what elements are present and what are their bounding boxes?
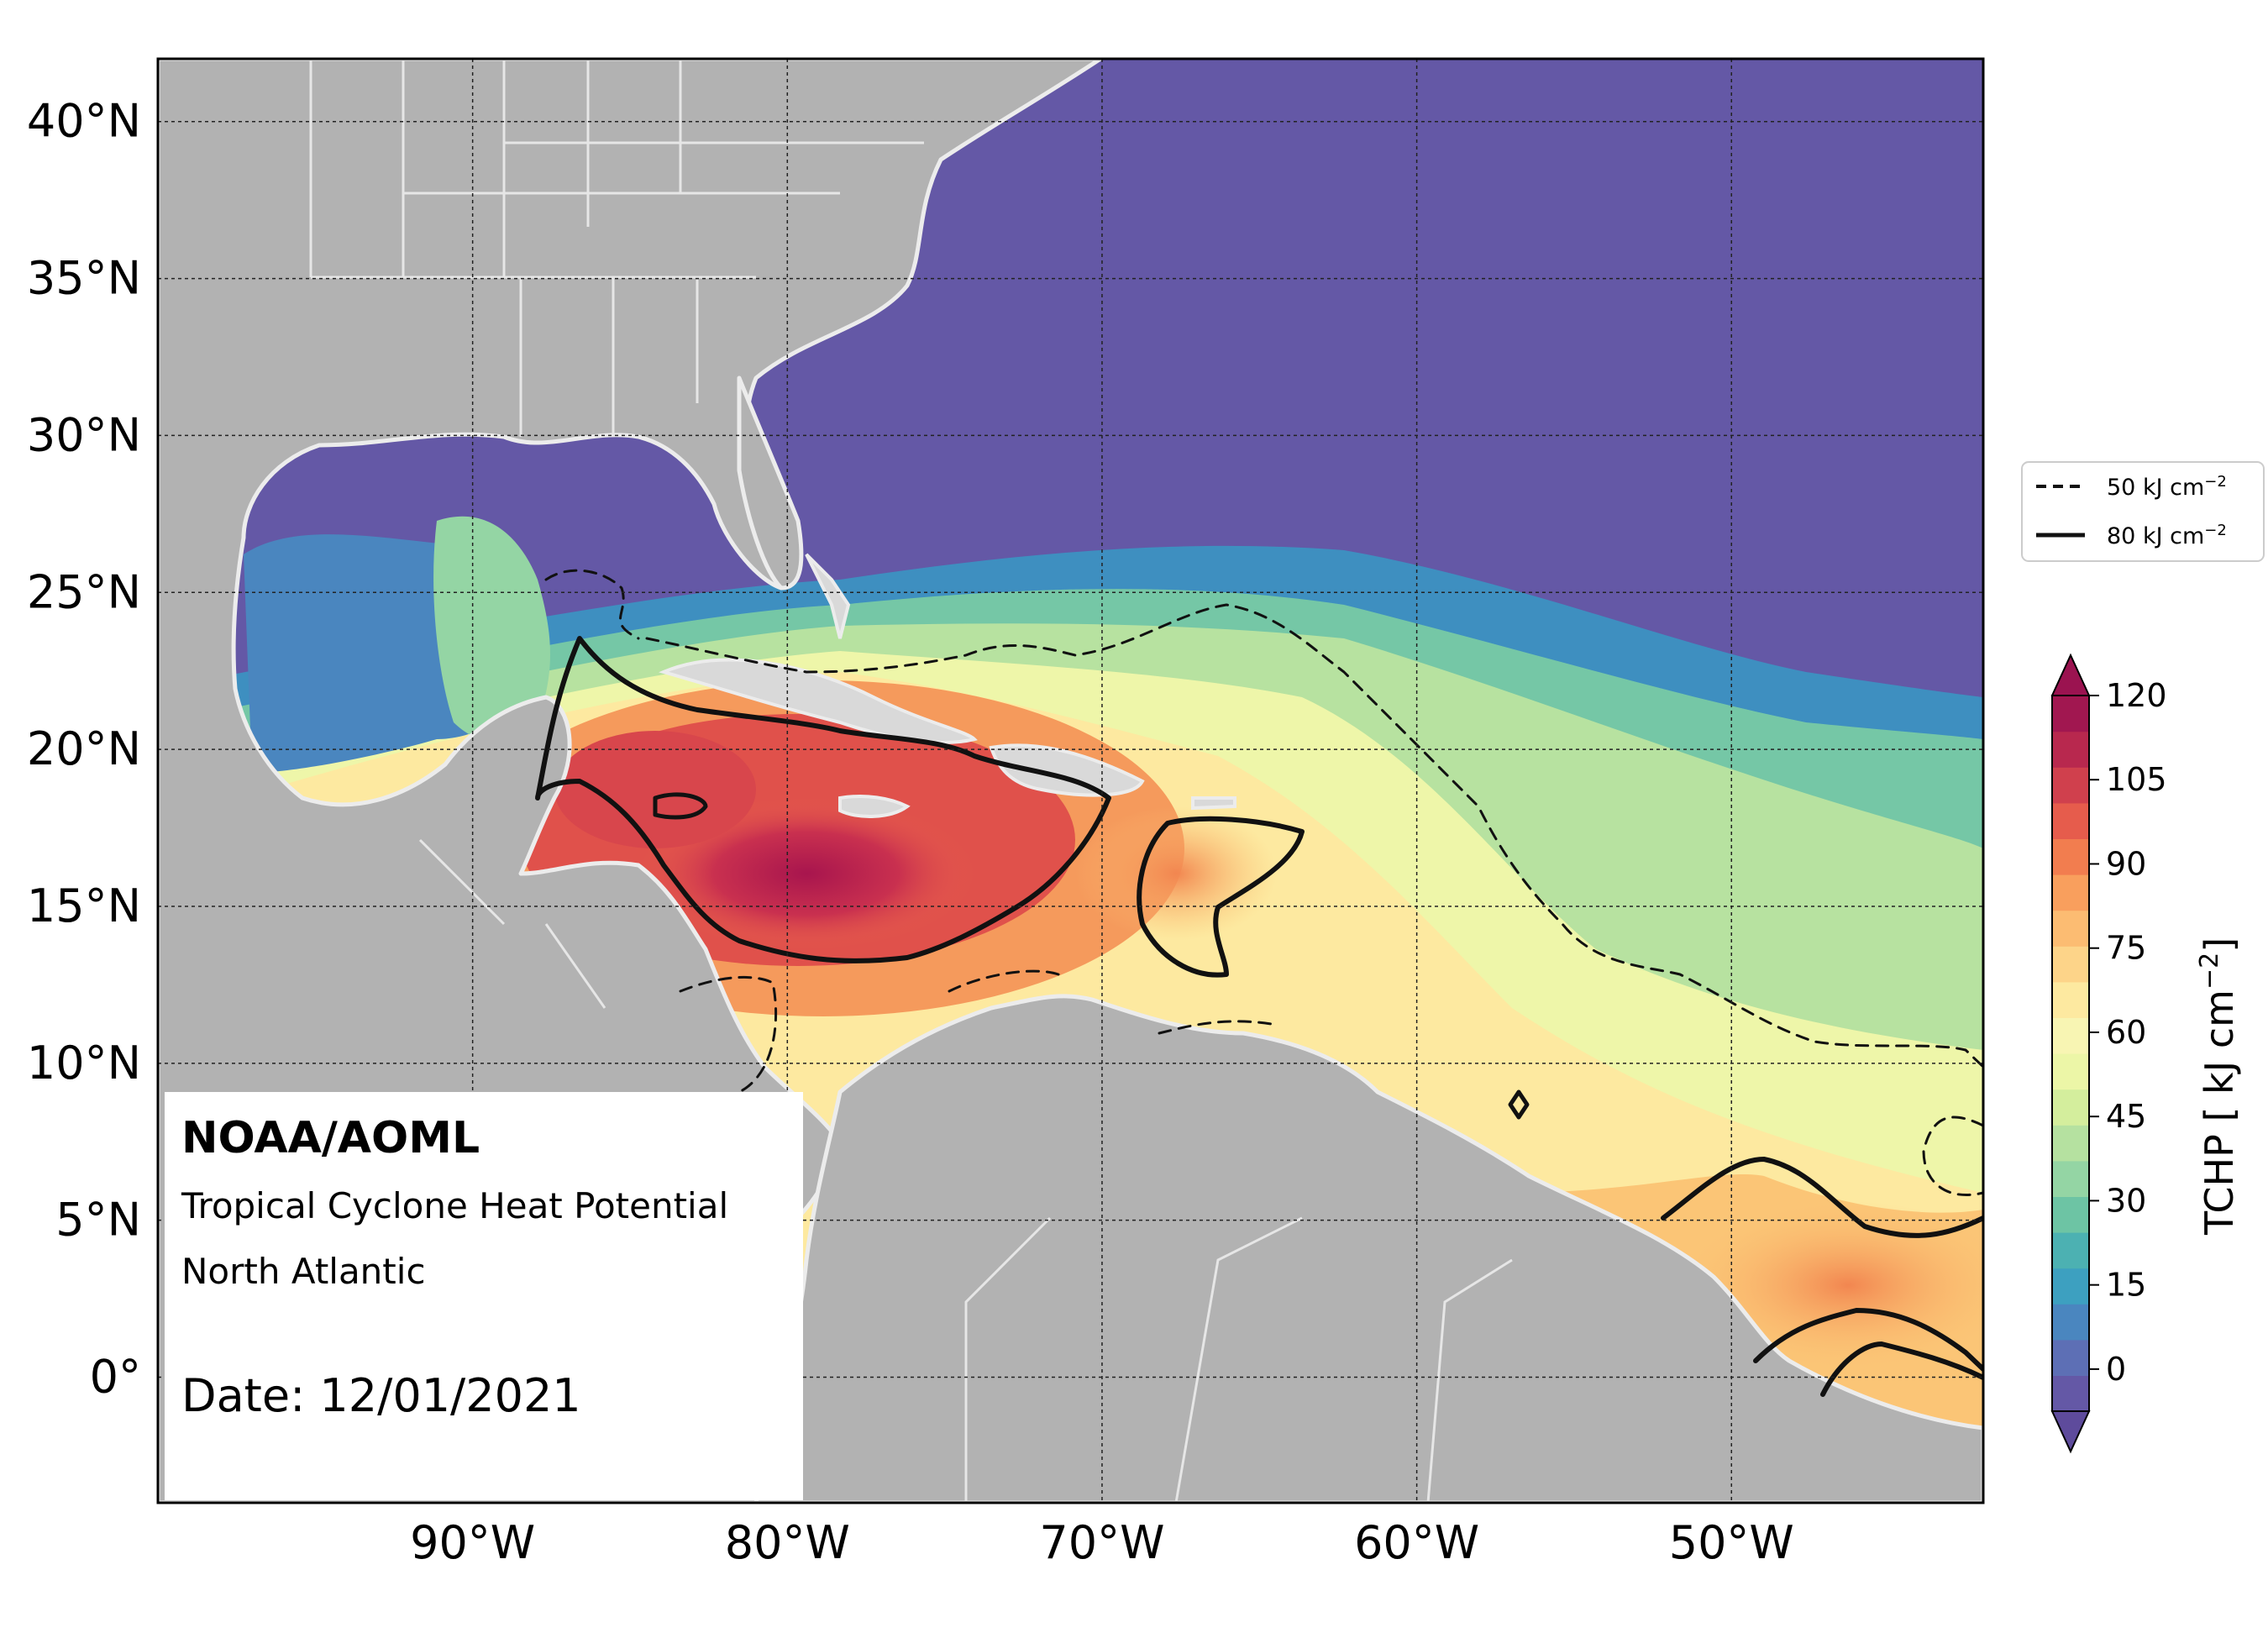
hispaniola: [989, 743, 1145, 797]
colorbar-segment: [2052, 1017, 2089, 1054]
colorbar-segment: [2052, 1339, 2089, 1376]
colorbar-tick-label: 90: [2106, 845, 2146, 882]
contour-80-guiana: [1661, 1157, 1983, 1238]
date-label: Date: 12/01/2021: [181, 1369, 581, 1422]
map-panel: [158, 59, 1983, 1503]
colorbar-frame: [2051, 695, 2090, 1412]
colorbar-tick-label: 45: [2106, 1098, 2146, 1135]
colorbar: [2050, 653, 2091, 1454]
borders: [309, 59, 1513, 1503]
gulf-loop-warm: [433, 516, 550, 743]
product-label: Tropical Cyclone Heat Potential: [181, 1185, 728, 1226]
puerto-rico: [1191, 796, 1236, 811]
colorbar-tick-label: 30: [2106, 1182, 2146, 1219]
contour-80-guiana-2: [1753, 1308, 1983, 1372]
colorbar-tick-label: 105: [2106, 761, 2167, 798]
info-box: [165, 1092, 803, 1500]
contour-50-main: [544, 569, 1983, 1068]
colorbar-segment: [2052, 1268, 2089, 1305]
colorbar-segment: [2052, 1053, 2089, 1090]
lat-tick-label: 10°N: [27, 1037, 141, 1089]
colorbar-tick-label: 15: [2106, 1267, 2146, 1304]
legend-label-50: 50 kJ cm−2: [2107, 473, 2227, 501]
lat-tick-label: 0°: [90, 1351, 141, 1404]
caribbean-hottest-zone: [638, 798, 974, 949]
colorbar-segment: [2052, 731, 2089, 768]
contour-80-small: [653, 792, 708, 820]
caribbean-hot-west: [554, 731, 756, 848]
lon-tick-label: 50°W: [1669, 1516, 1794, 1569]
colorbar-segment: [2052, 696, 2089, 732]
colorbar-segment: [2052, 802, 2089, 839]
latitude-tick-labels: 40°N 35°N 30°N 25°N 20°N 15°N 10°N 5°N 0°: [27, 95, 141, 1404]
colorbar-tick-label: 60: [2106, 1014, 2146, 1051]
lat-tick-label: 20°N: [27, 722, 141, 775]
contour-legend: 50 kJ cm−2 80 kJ cm−2: [2021, 461, 2265, 562]
longitude-tick-labels: 90°W 80°W 70°W 60°W 50°W: [410, 1516, 1794, 1569]
lon-tick-label: 60°W: [1354, 1516, 1479, 1569]
org-label: NOAA/AOML: [181, 1113, 480, 1163]
colorbar-segment: [2052, 1125, 2089, 1162]
colorbar-segment: [2052, 981, 2089, 1018]
colorbar-segment: [2052, 1160, 2089, 1197]
colorbar-tick-label: 0: [2106, 1351, 2126, 1388]
contour-80-guiana-3: [1820, 1341, 1983, 1397]
jamaica: [838, 795, 911, 818]
colorbar-tick-labels: 120 105 90 75 60 45 30 15 0: [2089, 677, 2167, 1388]
lat-tick-label: 40°N: [27, 95, 141, 148]
islands: [659, 553, 1236, 818]
legend-label-80: 80 kJ cm−2: [2107, 522, 2227, 549]
contour-80-east: [1137, 816, 1305, 978]
lon-tick-label: 70°W: [1039, 1516, 1164, 1569]
contour-80-dot: [1508, 1089, 1530, 1120]
colorbar-segment: [2052, 1375, 2089, 1412]
colorbar-segment: [2052, 946, 2089, 983]
bahamas: [805, 553, 851, 639]
lat-tick-label: 5°N: [55, 1194, 141, 1247]
colorbar-max-extension: [2050, 653, 2091, 696]
lat-tick-label: 30°N: [27, 408, 141, 461]
colorbar-segment: [2052, 767, 2089, 804]
colorbar-title: TCHP [ kJ cm−2]: [2195, 937, 2242, 1236]
colorbar-segment: [2052, 1089, 2089, 1126]
info-text: NOAA/AOML Tropical Cyclone Heat Potentia…: [181, 1113, 728, 1422]
tchp-contours: [535, 569, 1983, 1397]
florida: [737, 375, 804, 591]
lat-tick-label: 25°N: [27, 565, 141, 618]
colorbar-segment: [2052, 838, 2089, 875]
colorbar-segment: [2052, 874, 2089, 911]
map-frame: [156, 57, 1985, 1504]
lon-tick-label: 80°W: [725, 1516, 850, 1569]
map-gridlines: [158, 59, 1983, 1503]
contour-50-east: [1922, 1116, 1983, 1197]
colorbar-tick-label: 75: [2106, 930, 2146, 967]
colorbar-segment: [2052, 1232, 2089, 1269]
colorbar-tick-label: 120: [2106, 677, 2167, 714]
lat-tick-label: 15°N: [27, 879, 141, 932]
lon-tick-label: 90°W: [410, 1516, 535, 1569]
lat-tick-label: 35°N: [27, 252, 141, 305]
colorbar-segment: [2052, 910, 2089, 947]
colorbar-segment: [2052, 1196, 2089, 1233]
east-caribbean-warm: [1075, 806, 1277, 941]
region-label: North Atlantic: [181, 1251, 426, 1292]
contour-50-south: [679, 969, 1278, 1094]
contour-80-caribbean: [535, 636, 1111, 963]
colorbar-min-extension: [2050, 1410, 2091, 1454]
colorbar-segment: [2052, 1304, 2089, 1341]
cuba: [659, 658, 978, 744]
